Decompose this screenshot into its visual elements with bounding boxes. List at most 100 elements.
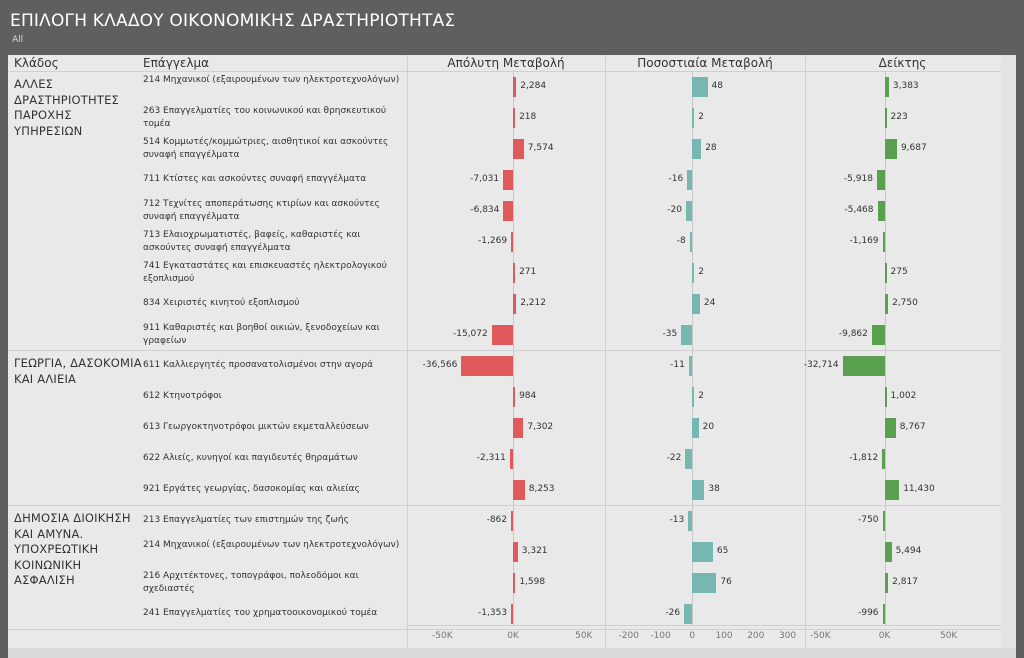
bar-pct[interactable] [692, 293, 700, 314]
bar-abs[interactable] [513, 262, 516, 283]
bar-pct[interactable] [685, 448, 693, 469]
bar-idx[interactable] [882, 448, 885, 469]
axis-tick-idx: 0K [878, 631, 891, 641]
data-label-idx: 2,817 [892, 576, 918, 587]
bar-idx[interactable] [882, 231, 885, 252]
bar-idx[interactable] [877, 200, 885, 221]
bar-abs[interactable] [513, 572, 516, 593]
bar-pct[interactable] [684, 603, 693, 624]
bar-abs[interactable] [511, 510, 514, 531]
zero-line-abs [513, 71, 514, 625]
data-label-pct: -26 [665, 607, 681, 618]
data-label-pct: 2 [698, 390, 705, 401]
bar-pct[interactable] [692, 138, 702, 159]
bar-pct[interactable] [692, 479, 705, 500]
bar-pct[interactable] [692, 386, 695, 407]
data-label-idx: 11,430 [903, 483, 935, 494]
data-label-pct: 38 [708, 483, 720, 494]
bar-idx[interactable] [884, 386, 887, 407]
bar-pct[interactable] [687, 169, 693, 190]
bar-idx[interactable] [884, 541, 892, 562]
bar-idx[interactable] [884, 107, 887, 128]
bar-abs[interactable] [513, 417, 524, 438]
bar-pct[interactable] [681, 324, 693, 345]
dashboard-title: ΕΠΙΛΟΓΗ ΚΛΑΔΟΥ ΟΙΚΟΝΟΜΙΚΗΣ ΔΡΑΣΤΗΡΙΟΤΗΤΑ… [10, 11, 456, 31]
group-divider [8, 350, 1001, 351]
bar-idx[interactable] [884, 138, 897, 159]
bar-idx[interactable] [871, 324, 885, 345]
bar-idx[interactable] [884, 479, 900, 500]
header-index[interactable]: Δείκτης [878, 56, 927, 70]
bar-abs[interactable] [461, 355, 514, 376]
bar-abs[interactable] [513, 138, 524, 159]
occupation-label: 612 Κτηνοτρόφοι [143, 391, 222, 402]
bar-idx[interactable] [884, 293, 889, 314]
data-label-idx: -9,862 [838, 328, 868, 339]
data-label-abs: 7,302 [527, 421, 554, 432]
occupation-label: 263 Επαγγελματίες του κοινωνικού και θρη… [143, 106, 387, 129]
bar-idx[interactable] [882, 603, 885, 624]
filter-subtitle[interactable]: All [12, 35, 24, 45]
horizontal-scrollbar[interactable] [8, 648, 1016, 658]
bar-pct[interactable] [685, 200, 693, 221]
bar-pct[interactable] [692, 107, 695, 128]
bar-abs[interactable] [513, 293, 517, 314]
data-label-idx: 275 [890, 266, 908, 277]
data-label-pct: 2 [698, 266, 705, 277]
bar-idx[interactable] [884, 417, 896, 438]
data-label-pct: 76 [720, 576, 732, 587]
data-label-pct: 20 [702, 421, 715, 432]
occupation-label: 911 Καθαριστές και βοηθοί οικιών, ξενοδο… [143, 323, 380, 346]
bar-idx[interactable] [882, 510, 885, 531]
data-label-abs: 7,574 [527, 142, 554, 153]
bar-abs[interactable] [513, 541, 518, 562]
data-label-idx: 8,767 [899, 421, 926, 432]
bar-pct[interactable] [688, 510, 693, 531]
data-label-abs: -862 [486, 514, 508, 525]
data-label-pct: -35 [662, 328, 678, 339]
bar-idx[interactable] [884, 76, 889, 97]
pane-divider [407, 55, 408, 648]
axis-tick-abs: -50K [432, 631, 453, 641]
bar-pct[interactable] [692, 541, 713, 562]
bar-abs[interactable] [513, 479, 525, 500]
data-label-abs: -7,031 [470, 173, 500, 184]
bar-abs[interactable] [513, 107, 516, 128]
bar-idx[interactable] [842, 355, 885, 376]
bar-abs[interactable] [513, 76, 517, 97]
bar-abs[interactable] [511, 231, 514, 252]
header-percent-change[interactable]: Ποσοστιαία Μεταβολή [637, 56, 773, 70]
bar-abs[interactable] [511, 603, 514, 624]
data-label-idx: 1,002 [890, 390, 917, 401]
bar-abs[interactable] [503, 200, 514, 221]
bar-pct[interactable] [688, 355, 693, 376]
bar-idx[interactable] [884, 262, 887, 283]
data-label-pct: -11 [670, 359, 685, 370]
bar-abs[interactable] [503, 169, 514, 190]
header-klados[interactable]: Κλάδος [14, 56, 59, 70]
bar-pct[interactable] [692, 262, 695, 283]
header-absolute-change[interactable]: Απόλυτη Μεταβολή [447, 56, 565, 70]
data-label-pct: -22 [666, 452, 682, 463]
bar-pct[interactable] [689, 231, 693, 252]
bar-idx[interactable] [884, 572, 889, 593]
data-label-abs: -2,311 [476, 452, 506, 463]
bar-abs[interactable] [513, 386, 516, 407]
data-label-idx: 223 [890, 111, 908, 122]
data-label-idx: 3,383 [892, 80, 919, 91]
bar-idx[interactable] [876, 169, 885, 190]
axis-tick-pct: 100 [715, 631, 733, 641]
bar-abs[interactable] [509, 448, 514, 469]
occupation-label: 622 Αλιείς, κυνηγοί και παγιδευτές θηραμ… [143, 453, 358, 464]
bar-pct[interactable] [692, 76, 708, 97]
bar-pct[interactable] [692, 417, 699, 438]
vertical-scrollbar[interactable] [1001, 55, 1016, 648]
bar-abs[interactable] [491, 324, 514, 345]
data-table-panel: Κλάδος Επάγγελμα Απόλυτη Μεταβολή Ποσοστιαί… [8, 55, 1001, 648]
group-divider [8, 505, 1001, 506]
header-epaggelma[interactable]: Επάγγελμα [143, 56, 210, 70]
bar-pct[interactable] [692, 572, 717, 593]
occupation-label: 834 Χειριστές κινητού εξοπλισμού [143, 298, 300, 309]
data-label-pct: -20 [667, 204, 682, 215]
axis-tick-pct: 0 [689, 631, 696, 641]
